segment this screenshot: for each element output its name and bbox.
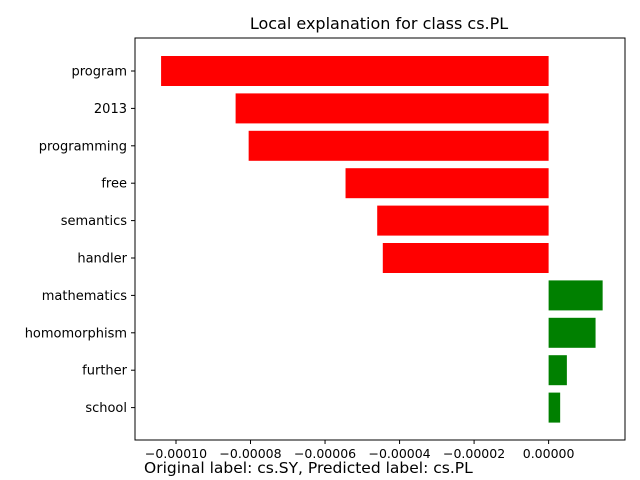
bar-programming [248,130,549,161]
y-tick-label: 2013 [94,102,127,117]
y-tick-label: free [101,177,127,192]
y-tick-label: semantics [61,214,127,229]
axes-frame [134,37,626,441]
y-tick-label: mathematics [42,289,127,304]
y-tick-label: further [82,364,127,379]
bar-homomorphism [548,317,596,348]
y-tick-label: program [72,65,128,80]
x-ticks: −0.00010 −0.00008 −0.00006 −0.00004 −0.00002… [145,440,575,461]
bar-further [548,355,567,386]
x-tick-label: −0.00002 [443,446,505,461]
y-tick-labels: program 2013 programming free semantics handl… [25,65,135,416]
bar-program [161,56,549,86]
y-tick-label: handler [77,252,127,267]
x-tick-label: −0.00008 [219,446,281,461]
x-tick-label: −0.00004 [368,446,430,461]
bar-free [345,168,549,199]
x-tick-label: 0.00000 [523,446,575,461]
chart-title: Local explanation for class cs.PL [250,14,508,33]
caption-label: Original label: cs.SY, Predicted label: … [144,459,473,477]
bar-school [548,392,561,423]
y-tick-label: programming [39,139,127,154]
bar-handler [382,243,549,273]
bar-2013 [235,93,549,124]
x-tick-label: −0.00010 [145,446,207,461]
bars-group [161,56,603,423]
bar-mathematics [548,280,603,311]
y-tick-label: homomorphism [25,326,127,341]
y-tick-label: school [85,401,127,416]
x-tick-label: −0.00006 [294,446,356,461]
bar-semantics [377,205,549,236]
